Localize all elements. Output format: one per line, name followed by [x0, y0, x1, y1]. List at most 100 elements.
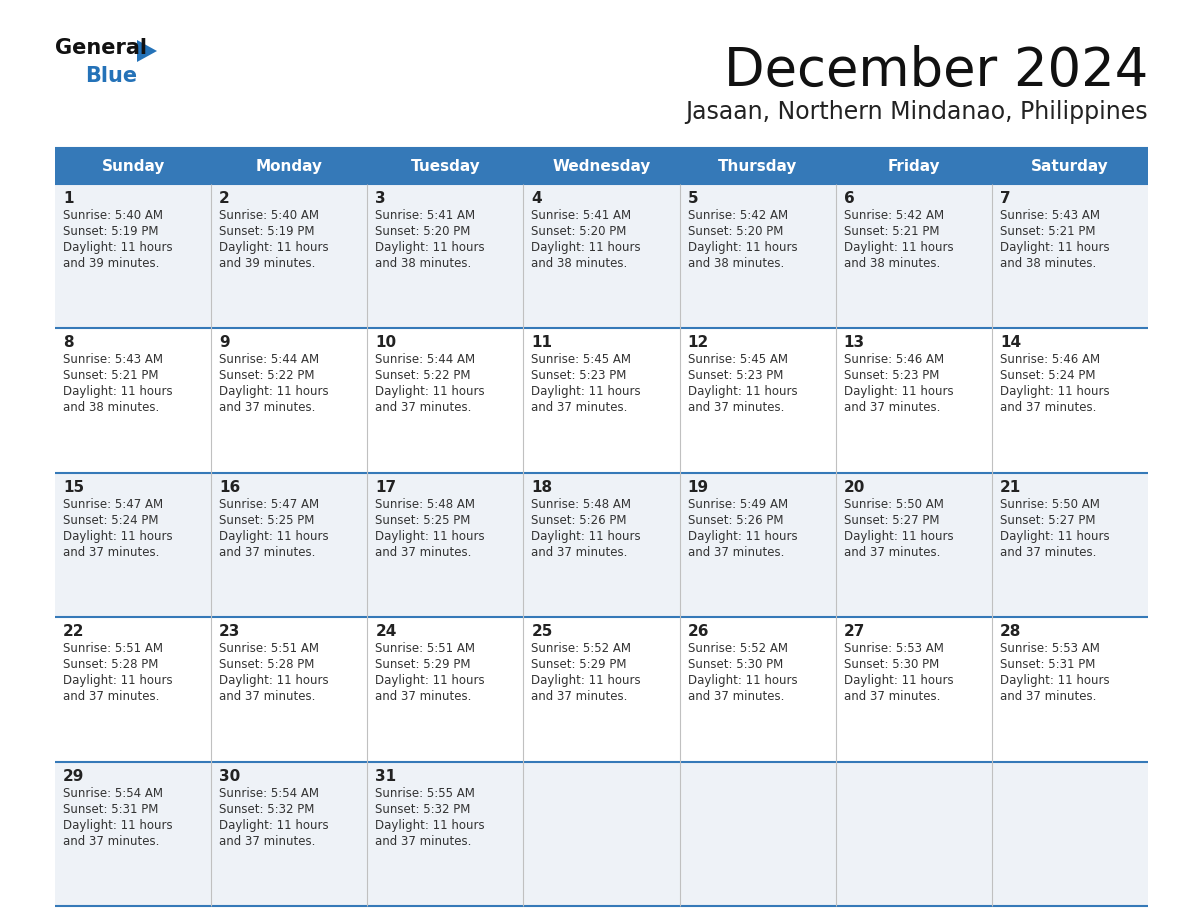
Bar: [55, 184, 211, 329]
Text: 14: 14: [1000, 335, 1020, 351]
Text: Sunrise: 5:50 AM: Sunrise: 5:50 AM: [843, 498, 943, 510]
Text: and 37 minutes.: and 37 minutes.: [375, 690, 472, 703]
Bar: [367, 184, 524, 329]
Bar: [524, 148, 680, 184]
Text: 27: 27: [843, 624, 865, 639]
Text: Sunrise: 5:52 AM: Sunrise: 5:52 AM: [688, 643, 788, 655]
Text: Sunset: 5:28 PM: Sunset: 5:28 PM: [63, 658, 158, 671]
Text: Daylight: 11 hours: Daylight: 11 hours: [63, 241, 172, 254]
Text: and 37 minutes.: and 37 minutes.: [688, 546, 784, 559]
Text: Daylight: 11 hours: Daylight: 11 hours: [375, 241, 485, 254]
Text: Sunrise: 5:52 AM: Sunrise: 5:52 AM: [531, 643, 632, 655]
Text: 6: 6: [843, 191, 854, 206]
Text: Sunrise: 5:41 AM: Sunrise: 5:41 AM: [531, 209, 632, 222]
Text: Daylight: 11 hours: Daylight: 11 hours: [688, 241, 797, 254]
Bar: [211, 617, 367, 762]
Text: Daylight: 11 hours: Daylight: 11 hours: [688, 386, 797, 398]
Bar: [211, 184, 367, 329]
Text: Sunset: 5:30 PM: Sunset: 5:30 PM: [688, 658, 783, 671]
Text: Saturday: Saturday: [1031, 159, 1108, 174]
Text: Sunrise: 5:48 AM: Sunrise: 5:48 AM: [531, 498, 632, 510]
Bar: [524, 473, 680, 617]
Text: Monday: Monday: [255, 159, 323, 174]
Text: 20: 20: [843, 480, 865, 495]
Text: Sunrise: 5:43 AM: Sunrise: 5:43 AM: [63, 353, 163, 366]
Text: Sunrise: 5:51 AM: Sunrise: 5:51 AM: [375, 643, 475, 655]
Text: Daylight: 11 hours: Daylight: 11 hours: [219, 386, 329, 398]
Text: Sunrise: 5:49 AM: Sunrise: 5:49 AM: [688, 498, 788, 510]
Bar: [211, 148, 367, 184]
Bar: [524, 617, 680, 762]
Bar: [835, 329, 992, 473]
Text: Sunrise: 5:46 AM: Sunrise: 5:46 AM: [843, 353, 943, 366]
Bar: [992, 329, 1148, 473]
Text: Sunset: 5:21 PM: Sunset: 5:21 PM: [63, 369, 158, 383]
Text: General: General: [55, 38, 147, 58]
Bar: [680, 617, 835, 762]
Text: 24: 24: [375, 624, 397, 639]
Bar: [835, 473, 992, 617]
Polygon shape: [137, 40, 157, 62]
Text: 28: 28: [1000, 624, 1022, 639]
Text: Sunset: 5:29 PM: Sunset: 5:29 PM: [531, 658, 627, 671]
Text: 5: 5: [688, 191, 699, 206]
Text: Sunset: 5:20 PM: Sunset: 5:20 PM: [688, 225, 783, 238]
Text: 4: 4: [531, 191, 542, 206]
Text: Sunrise: 5:44 AM: Sunrise: 5:44 AM: [219, 353, 320, 366]
Text: Daylight: 11 hours: Daylight: 11 hours: [531, 386, 642, 398]
Text: Sunset: 5:26 PM: Sunset: 5:26 PM: [531, 514, 627, 527]
Text: 31: 31: [375, 768, 397, 784]
Bar: [55, 762, 211, 906]
Text: Sunset: 5:31 PM: Sunset: 5:31 PM: [1000, 658, 1095, 671]
Text: Daylight: 11 hours: Daylight: 11 hours: [1000, 674, 1110, 688]
Text: and 37 minutes.: and 37 minutes.: [1000, 690, 1097, 703]
Text: and 38 minutes.: and 38 minutes.: [1000, 257, 1097, 270]
Text: Daylight: 11 hours: Daylight: 11 hours: [375, 819, 485, 832]
Bar: [835, 617, 992, 762]
Text: Sunset: 5:32 PM: Sunset: 5:32 PM: [375, 802, 470, 815]
Text: Sunrise: 5:55 AM: Sunrise: 5:55 AM: [375, 787, 475, 800]
Text: and 39 minutes.: and 39 minutes.: [63, 257, 159, 270]
Text: and 38 minutes.: and 38 minutes.: [531, 257, 627, 270]
Text: Sunset: 5:22 PM: Sunset: 5:22 PM: [375, 369, 470, 383]
Text: Sunrise: 5:47 AM: Sunrise: 5:47 AM: [63, 498, 163, 510]
Text: Sunset: 5:20 PM: Sunset: 5:20 PM: [531, 225, 627, 238]
Text: Sunday: Sunday: [101, 159, 165, 174]
Text: and 37 minutes.: and 37 minutes.: [219, 690, 316, 703]
Text: Sunset: 5:19 PM: Sunset: 5:19 PM: [63, 225, 158, 238]
Text: and 37 minutes.: and 37 minutes.: [843, 546, 940, 559]
Text: Sunrise: 5:53 AM: Sunrise: 5:53 AM: [1000, 643, 1100, 655]
Text: Sunset: 5:25 PM: Sunset: 5:25 PM: [375, 514, 470, 527]
Bar: [211, 473, 367, 617]
Bar: [55, 329, 211, 473]
Text: Daylight: 11 hours: Daylight: 11 hours: [531, 530, 642, 543]
Text: Sunset: 5:25 PM: Sunset: 5:25 PM: [219, 514, 315, 527]
Text: Sunset: 5:30 PM: Sunset: 5:30 PM: [843, 658, 939, 671]
Text: Daylight: 11 hours: Daylight: 11 hours: [63, 386, 172, 398]
Text: Sunset: 5:29 PM: Sunset: 5:29 PM: [375, 658, 470, 671]
Bar: [55, 617, 211, 762]
Text: 13: 13: [843, 335, 865, 351]
Text: Daylight: 11 hours: Daylight: 11 hours: [63, 674, 172, 688]
Text: and 37 minutes.: and 37 minutes.: [843, 690, 940, 703]
Text: 12: 12: [688, 335, 709, 351]
Bar: [680, 329, 835, 473]
Text: 26: 26: [688, 624, 709, 639]
Text: 30: 30: [219, 768, 240, 784]
Text: and 39 minutes.: and 39 minutes.: [219, 257, 316, 270]
Text: Tuesday: Tuesday: [411, 159, 480, 174]
Bar: [992, 184, 1148, 329]
Text: Sunrise: 5:54 AM: Sunrise: 5:54 AM: [219, 787, 320, 800]
Text: Daylight: 11 hours: Daylight: 11 hours: [688, 530, 797, 543]
Bar: [680, 762, 835, 906]
Text: 16: 16: [219, 480, 240, 495]
Text: and 38 minutes.: and 38 minutes.: [63, 401, 159, 414]
Text: 11: 11: [531, 335, 552, 351]
Text: Sunrise: 5:51 AM: Sunrise: 5:51 AM: [63, 643, 163, 655]
Text: Sunset: 5:27 PM: Sunset: 5:27 PM: [843, 514, 940, 527]
Text: Sunrise: 5:41 AM: Sunrise: 5:41 AM: [375, 209, 475, 222]
Text: 3: 3: [375, 191, 386, 206]
Text: and 37 minutes.: and 37 minutes.: [219, 401, 316, 414]
Text: Sunset: 5:23 PM: Sunset: 5:23 PM: [531, 369, 627, 383]
Text: 7: 7: [1000, 191, 1011, 206]
